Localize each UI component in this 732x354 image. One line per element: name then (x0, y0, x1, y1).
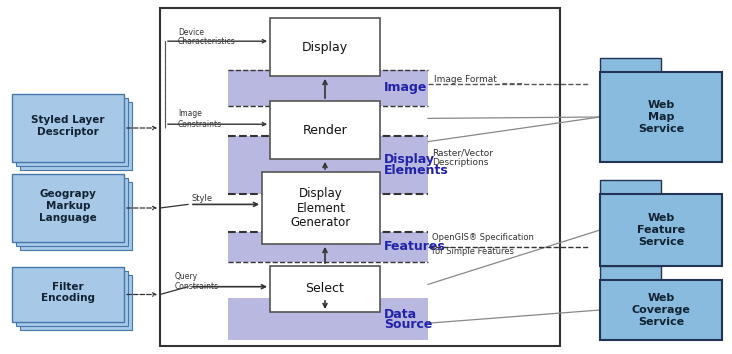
Bar (16, 178, 128, 246)
Text: Display
Element
Generator: Display Element Generator (291, 187, 351, 229)
Bar (228, 232, 428, 262)
Text: OpenGIS® Specification: OpenGIS® Specification (432, 234, 534, 242)
Bar (600, 266, 661, 280)
Text: Render: Render (302, 124, 348, 137)
Bar (600, 194, 722, 266)
Text: Query: Query (175, 272, 198, 281)
Bar (600, 72, 722, 162)
Text: Features: Features (384, 240, 446, 253)
Bar (16, 271, 128, 326)
Text: Constraints: Constraints (178, 120, 222, 129)
Text: Styled Layer
Descriptor: Styled Layer Descriptor (31, 115, 105, 137)
Bar (20, 275, 132, 330)
Bar (228, 70, 428, 106)
Bar (12, 94, 124, 162)
Text: for Simple Features: for Simple Features (432, 247, 514, 257)
Text: Raster/Vector: Raster/Vector (432, 149, 493, 158)
Text: Display: Display (384, 153, 435, 166)
Bar (160, 8, 560, 346)
Text: Geograpy
Markup
Language: Geograpy Markup Language (39, 189, 97, 223)
Text: Web
Coverage
Service: Web Coverage Service (632, 293, 690, 327)
Bar (270, 101, 380, 159)
Bar (270, 18, 380, 76)
Text: Select: Select (305, 282, 345, 296)
Bar (16, 98, 128, 166)
Bar (20, 102, 132, 170)
Text: Characteristics: Characteristics (178, 37, 236, 46)
Bar (12, 174, 124, 242)
Bar (228, 298, 428, 340)
Bar (600, 58, 661, 72)
Text: Constraints: Constraints (175, 282, 219, 291)
Bar (12, 267, 124, 322)
Text: Elements: Elements (384, 165, 449, 177)
Bar (600, 180, 661, 194)
Text: Filter
Encoding: Filter Encoding (41, 282, 95, 303)
Text: Web
Map
Service: Web Map Service (638, 101, 684, 133)
Text: Image Format  _ _ _: Image Format _ _ _ (434, 75, 522, 84)
Bar (20, 182, 132, 250)
Bar (270, 266, 380, 312)
Bar (600, 280, 722, 340)
Text: Web
Feature
Service: Web Feature Service (637, 213, 685, 247)
Text: Descriptions: Descriptions (432, 158, 488, 167)
Text: Data: Data (384, 308, 417, 320)
Text: Image: Image (384, 81, 427, 95)
Text: Image: Image (178, 109, 202, 118)
Bar (262, 172, 380, 244)
Text: Style: Style (192, 194, 213, 203)
Bar (228, 136, 428, 194)
Text: Source: Source (384, 319, 433, 331)
Text: Display: Display (302, 40, 348, 53)
Text: Device: Device (178, 28, 204, 37)
